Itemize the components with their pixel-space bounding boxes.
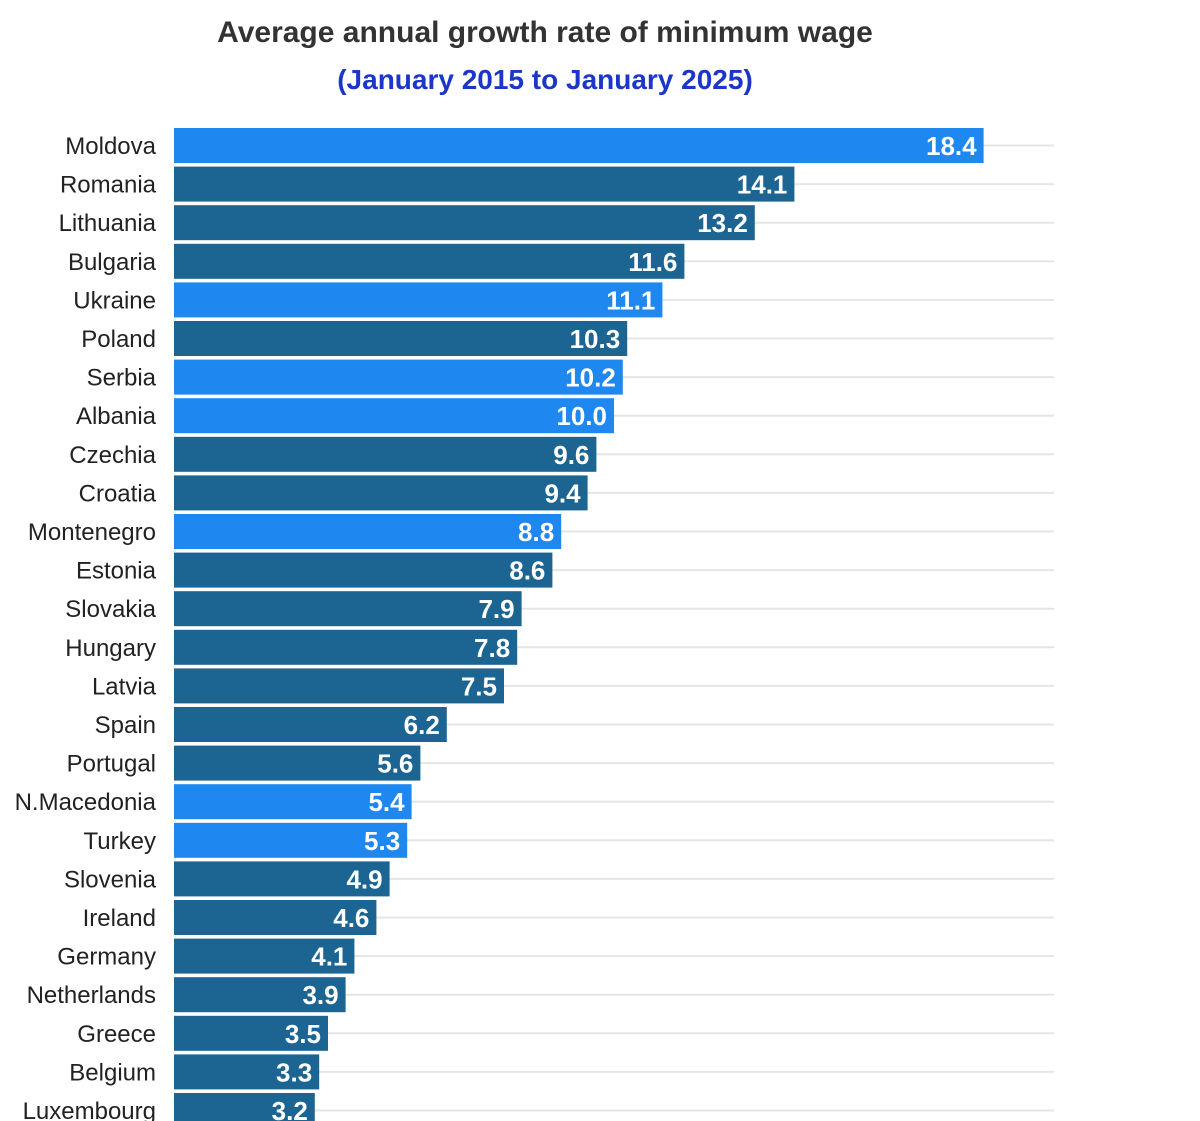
bar-turkey <box>174 822 408 858</box>
value-labels: 18.4 14.1 13.2 11.6 11.1 10.3 10.2 10.0 9.6 9.4 8.… <box>272 131 977 1121</box>
value-label-moldova: 18.4 <box>926 131 977 161</box>
category-label-poland: Poland <box>81 326 156 353</box>
bar-estonia <box>174 552 553 588</box>
category-label-slovenia: Slovenia <box>64 866 157 893</box>
bar-netherlands <box>174 977 346 1013</box>
value-label-spain: 6.2 <box>404 710 440 740</box>
bar-spain <box>174 707 447 742</box>
bar-lithuania <box>174 205 755 241</box>
category-label-lithuania: Lithuania <box>59 210 157 237</box>
value-label-luxembourg: 3.2 <box>272 1096 308 1121</box>
value-label-belgium: 3.3 <box>276 1057 312 1087</box>
value-label-croatia: 9.4 <box>544 478 581 508</box>
bar-ukraine <box>174 282 663 318</box>
value-label-slovenia: 4.9 <box>346 864 382 894</box>
category-label-latvia: Latvia <box>92 673 157 700</box>
value-label-lithuania: 13.2 <box>697 208 748 238</box>
chart-subtitle: (January 2015 to January 2025) <box>337 64 753 95</box>
value-label-n-macedonia: 5.4 <box>368 787 405 817</box>
category-label-portugal: Portugal <box>67 751 156 778</box>
category-label-serbia: Serbia <box>87 365 157 392</box>
bar-portugal <box>174 745 421 781</box>
bar-hungary <box>174 629 518 665</box>
category-label-ukraine: Ukraine <box>73 287 156 314</box>
value-label-estonia: 8.6 <box>509 556 545 586</box>
category-label-hungary: Hungary <box>65 635 156 662</box>
value-label-montenegro: 8.8 <box>518 517 554 547</box>
value-label-hungary: 7.8 <box>474 633 510 663</box>
bar-slovakia <box>174 591 522 627</box>
value-label-ukraine: 11.1 <box>606 285 655 315</box>
bar-serbia <box>174 359 623 395</box>
bar-ireland <box>174 900 377 935</box>
bar-luxembourg <box>174 1093 315 1121</box>
category-label-turkey: Turkey <box>84 828 156 855</box>
value-label-netherlands: 3.9 <box>302 980 338 1010</box>
bar-albania <box>174 398 614 434</box>
bar-moldova <box>174 128 984 163</box>
category-label-estonia: Estonia <box>76 558 157 585</box>
category-label-belgium: Belgium <box>69 1059 156 1086</box>
category-label-albania: Albania <box>76 403 157 430</box>
category-label-slovakia: Slovakia <box>65 596 156 623</box>
category-label-ireland: Ireland <box>83 905 156 932</box>
category-label-n-macedonia: N.Macedonia <box>15 789 157 816</box>
value-label-portugal: 5.6 <box>377 749 413 779</box>
value-label-poland: 10.3 <box>570 324 621 354</box>
bars <box>174 128 984 1121</box>
bar-montenegro <box>174 514 562 549</box>
value-label-slovakia: 7.9 <box>478 594 514 624</box>
category-label-bulgaria: Bulgaria <box>68 249 157 276</box>
category-label-netherlands: Netherlands <box>27 982 156 1009</box>
category-label-greece: Greece <box>77 1021 156 1048</box>
chart-title: Average annual growth rate of minimum wa… <box>217 16 873 49</box>
value-label-latvia: 7.5 <box>461 671 497 701</box>
bar-n-macedonia <box>174 784 412 820</box>
bar-belgium <box>174 1054 320 1090</box>
category-label-luxembourg: Luxembourg <box>23 1098 156 1121</box>
value-label-czechia: 9.6 <box>553 440 589 470</box>
bar-croatia <box>174 475 588 511</box>
value-label-turkey: 5.3 <box>364 826 400 856</box>
value-label-albania: 10.0 <box>556 401 607 431</box>
category-label-moldova: Moldova <box>65 133 156 160</box>
bar-poland <box>174 321 628 356</box>
bar-latvia <box>174 668 504 704</box>
bar-germany <box>174 938 355 974</box>
category-label-croatia: Croatia <box>79 480 157 507</box>
bar-slovenia <box>174 861 390 897</box>
bar-czechia <box>174 436 597 472</box>
category-label-romania: Romania <box>60 172 157 199</box>
value-label-romania: 14.1 <box>737 170 788 200</box>
bar-romania <box>174 166 795 202</box>
value-label-greece: 3.5 <box>285 1019 321 1049</box>
category-label-spain: Spain <box>95 712 156 739</box>
value-label-germany: 4.1 <box>311 942 347 972</box>
value-label-ireland: 4.6 <box>333 903 369 933</box>
category-labels: Moldova Romania Lithuania Bulgaria Ukraine Po… <box>15 133 157 1121</box>
category-label-czechia: Czechia <box>69 442 156 469</box>
value-label-bulgaria: 11.6 <box>628 247 677 277</box>
category-label-montenegro: Montenegro <box>28 519 156 546</box>
bar-bulgaria <box>174 243 685 279</box>
category-label-germany: Germany <box>57 944 156 971</box>
value-label-serbia: 10.2 <box>565 363 616 393</box>
bar-greece <box>174 1015 328 1051</box>
